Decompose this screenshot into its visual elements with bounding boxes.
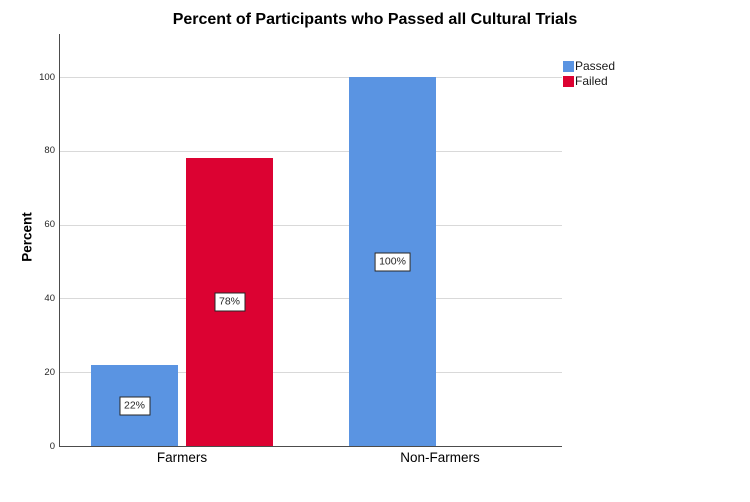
x-category-label-farmers: Farmers <box>156 450 208 465</box>
plot-area: 22% 100% 78% <box>59 34 562 447</box>
x-category-label-non-farmers: Non-Farmers <box>400 450 480 465</box>
bar-value-label: 100% <box>374 252 411 271</box>
y-tick-label: 100 <box>39 71 55 83</box>
legend-color-swatch <box>563 61 574 72</box>
legend: Passed Failed <box>563 60 615 90</box>
gridline <box>60 77 562 78</box>
y-tick-label: 0 <box>49 440 55 452</box>
gridline <box>60 150 562 152</box>
legend-item-failed: Failed <box>563 75 615 88</box>
gridline <box>60 224 562 226</box>
gridline <box>60 298 562 300</box>
y-tick-label: 40 <box>44 292 55 304</box>
chart-title: Percent of Participants who Passed all C… <box>172 11 578 28</box>
bar-value-label: 78% <box>213 292 246 312</box>
legend-label: Passed <box>575 59 616 73</box>
y-tick-label: 20 <box>44 366 55 378</box>
y-tick-label: 80 <box>44 145 55 157</box>
gridline <box>60 372 562 374</box>
bar-value-label: 22% <box>118 396 151 415</box>
y-tick-label: 60 <box>44 219 55 231</box>
legend-item-passed: Passed <box>563 60 615 73</box>
legend-label: Failed <box>575 74 608 88</box>
legend-color-swatch <box>563 76 574 87</box>
